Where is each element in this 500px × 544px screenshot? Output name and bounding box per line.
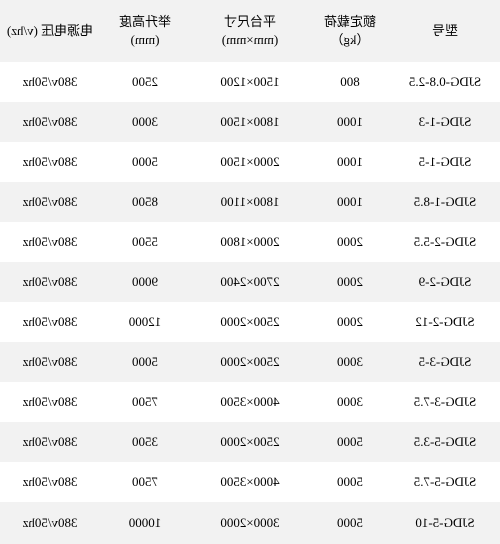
table-row: SJDG-2-5.520002000×18005500380v/50hz [0, 222, 500, 262]
cell-height: 9000 [100, 262, 190, 302]
table-row: SJDG-2-1220002500×200012000380v/50hz [0, 302, 500, 342]
cell-power: 380v/50hz [0, 502, 100, 544]
cell-height: 7500 [100, 382, 190, 422]
cell-height: 5000 [100, 342, 190, 382]
cell-model: SJDG-5-10 [390, 502, 500, 544]
cell-size: 2500×2000 [190, 302, 310, 342]
table-row: SJDG-1-310001800×15003000380v/50hz [0, 102, 500, 142]
table-row: SJDG-3-7.530004000×35007500380v/50hz [0, 382, 500, 422]
col-header-power: 电源电压 (v/hz) [0, 0, 100, 62]
cell-height: 10000 [100, 502, 190, 544]
cell-power: 380v/50hz [0, 102, 100, 142]
cell-load: 5000 [310, 462, 390, 502]
table-header: 型号 额定载荷 （kg） 平台尺寸 (mm×mm) 举升高度 (mm) 电源电压… [0, 0, 500, 62]
col-header-size-line2: (mm×mm) [222, 32, 278, 47]
cell-size: 1500×1200 [190, 62, 310, 102]
cell-height: 5000 [100, 142, 190, 182]
cell-model: SJDG-1-8.5 [390, 182, 500, 222]
col-header-model-line1: 型号 [432, 23, 458, 38]
col-header-height-line1: 举升高度 [119, 14, 171, 29]
cell-model: SJDG-3-7.5 [390, 382, 500, 422]
cell-height: 12000 [100, 302, 190, 342]
table-body: SJDG-0.8-2.58001500×12002500380v/50hzSJD… [0, 62, 500, 544]
cell-power: 380v/50hz [0, 422, 100, 462]
col-header-height-line2: (mm) [131, 32, 160, 47]
cell-model: SJDG-1-5 [390, 142, 500, 182]
cell-model: SJDG-5-7.5 [390, 462, 500, 502]
cell-size: 4000×3500 [190, 462, 310, 502]
col-header-size-line1: 平台尺寸 [224, 14, 276, 29]
cell-size: 3000×2000 [190, 502, 310, 544]
cell-load: 800 [310, 62, 390, 102]
col-header-model: 型号 [390, 0, 500, 62]
cell-size: 2000×1800 [190, 222, 310, 262]
col-header-power-line1: 电源电压 (v/hz) [7, 23, 93, 38]
cell-power: 380v/50hz [0, 302, 100, 342]
col-header-load: 额定载荷 （kg） [310, 0, 390, 62]
col-header-height: 举升高度 (mm) [100, 0, 190, 62]
cell-power: 380v/50hz [0, 182, 100, 222]
cell-load: 2000 [310, 222, 390, 262]
cell-size: 1800×1100 [190, 182, 310, 222]
cell-model: SJDG-5-3.5 [390, 422, 500, 462]
table-row: SJDG-5-7.550004000×35007500380v/50hz [0, 462, 500, 502]
cell-power: 380v/50hz [0, 342, 100, 382]
table-row: SJDG-2-920002700×24009000380v/50hz [0, 262, 500, 302]
table-row: SJDG-1-510002000×15005000380v/50hz [0, 142, 500, 182]
cell-model: SJDG-0.8-2.5 [390, 62, 500, 102]
cell-model: SJDG-2-5.5 [390, 222, 500, 262]
cell-size: 2700×2400 [190, 262, 310, 302]
cell-load: 5000 [310, 502, 390, 544]
cell-model: SJDG-2-9 [390, 262, 500, 302]
cell-load: 2000 [310, 262, 390, 302]
cell-power: 380v/50hz [0, 262, 100, 302]
header-row: 型号 额定载荷 （kg） 平台尺寸 (mm×mm) 举升高度 (mm) 电源电压… [0, 0, 500, 62]
cell-height: 7500 [100, 462, 190, 502]
cell-power: 380v/50hz [0, 462, 100, 502]
cell-size: 1800×1500 [190, 102, 310, 142]
cell-model: SJDG-3-5 [390, 342, 500, 382]
cell-load: 2000 [310, 302, 390, 342]
cell-power: 380v/50hz [0, 142, 100, 182]
table-row: SJDG-1-8.510001800×11008500380v/50hz [0, 182, 500, 222]
cell-height: 3000 [100, 102, 190, 142]
cell-height: 3500 [100, 422, 190, 462]
table-row: SJDG-3-530002500×20005000380v/50hz [0, 342, 500, 382]
cell-model: SJDG-1-3 [390, 102, 500, 142]
cell-height: 2500 [100, 62, 190, 102]
table-row: SJDG-5-1050003000×200010000380v/50hz [0, 502, 500, 544]
cell-power: 380v/50hz [0, 62, 100, 102]
cell-power: 380v/50hz [0, 382, 100, 422]
cell-height: 8500 [100, 182, 190, 222]
cell-load: 3000 [310, 382, 390, 422]
cell-power: 380v/50hz [0, 222, 100, 262]
table-row: SJDG-0.8-2.58001500×12002500380v/50hz [0, 62, 500, 102]
cell-model: SJDG-2-12 [390, 302, 500, 342]
col-header-load-line1: 额定载荷 [324, 14, 376, 29]
cell-load: 5000 [310, 422, 390, 462]
col-header-load-line2: （kg） [331, 32, 370, 47]
cell-load: 1000 [310, 102, 390, 142]
cell-load: 1000 [310, 142, 390, 182]
cell-size: 2000×1500 [190, 142, 310, 182]
cell-size: 2500×2000 [190, 342, 310, 382]
spec-table: 型号 额定载荷 （kg） 平台尺寸 (mm×mm) 举升高度 (mm) 电源电压… [0, 0, 500, 544]
cell-size: 4000×3500 [190, 382, 310, 422]
cell-height: 5500 [100, 222, 190, 262]
col-header-size: 平台尺寸 (mm×mm) [190, 0, 310, 62]
cell-size: 2500×2000 [190, 422, 310, 462]
table-row: SJDG-5-3.550002500×20003500380v/50hz [0, 422, 500, 462]
cell-load: 3000 [310, 342, 390, 382]
cell-load: 1000 [310, 182, 390, 222]
